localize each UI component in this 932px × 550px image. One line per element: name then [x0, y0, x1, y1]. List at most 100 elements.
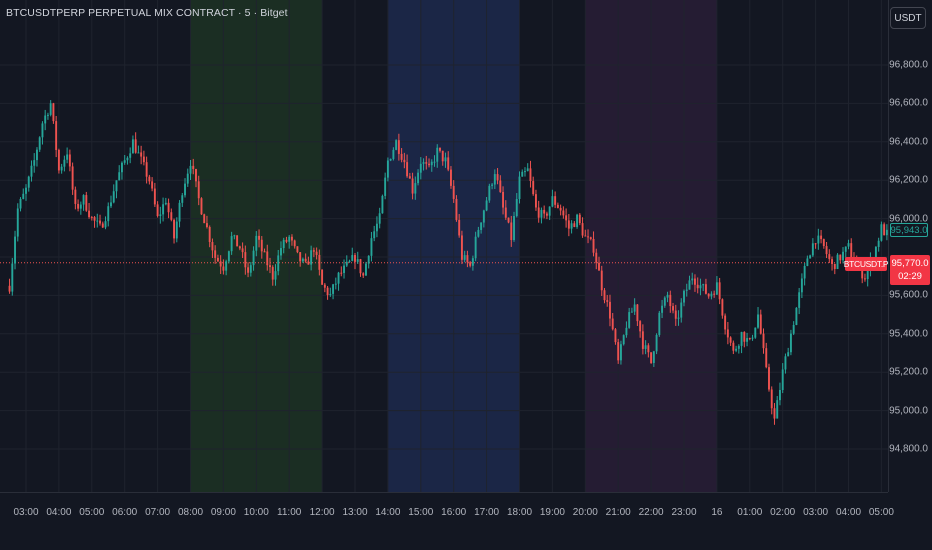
candle: [321, 269, 324, 286]
candle: [123, 155, 126, 165]
candle-body: [822, 239, 825, 247]
candle-body: [521, 171, 524, 177]
price-axis[interactable]: 96,800.0 96,600.0 96,400.0 96,200.0 96,000.0…: [888, 0, 932, 492]
candle: [406, 154, 409, 178]
candle: [598, 256, 600, 271]
reference-price-tag: 95,943.0: [890, 223, 928, 237]
candle: [606, 294, 609, 307]
candle-body: [573, 223, 576, 227]
time-tick-label: 19:00: [539, 507, 565, 518]
candle-body: [247, 267, 250, 273]
time-tick-label: 22:00: [638, 507, 664, 518]
candle-body: [532, 181, 535, 195]
candle: [14, 230, 16, 270]
candle-body: [707, 293, 710, 297]
candle: [721, 298, 724, 319]
candle-body: [726, 329, 729, 338]
candle: [373, 225, 376, 242]
candle: [502, 186, 505, 215]
candle: [101, 221, 104, 229]
candle-body: [400, 153, 403, 160]
candle-body: [378, 213, 381, 224]
candle-body: [885, 229, 888, 236]
candle-body: [482, 210, 485, 223]
candle-body: [236, 235, 239, 247]
candle: [524, 167, 526, 177]
candle: [770, 386, 773, 415]
candle: [310, 245, 313, 271]
candle-body: [809, 255, 812, 259]
candle: [699, 278, 702, 296]
candle: [99, 214, 101, 226]
candle: [581, 217, 584, 238]
candle-body: [356, 259, 359, 262]
time-axis[interactable]: 03:00 04:00 05:00 06:00 07:00 08:00 09:00 10:00…: [0, 492, 894, 550]
candle-body: [614, 329, 617, 343]
candle: [803, 262, 806, 286]
candle-body: [167, 202, 170, 213]
candle: [510, 215, 513, 247]
candle-body: [833, 263, 836, 269]
candle: [589, 236, 592, 241]
time-tick-label: 03:00: [803, 507, 829, 518]
price-tick-label: 96,200.0: [889, 174, 928, 186]
candle-body: [277, 255, 280, 272]
price-chart[interactable]: [0, 0, 888, 492]
candle: [85, 191, 88, 212]
candle: [359, 258, 362, 277]
candle: [694, 274, 696, 292]
candle-body: [847, 243, 850, 247]
candle-body: [178, 202, 181, 222]
candle-body: [839, 254, 842, 261]
bar-countdown: 02:29: [898, 271, 922, 282]
candle-body: [630, 311, 633, 313]
currency-button[interactable]: USDT: [890, 7, 926, 29]
candle-body: [60, 166, 63, 171]
candle: [397, 133, 400, 161]
candle-body: [502, 191, 505, 208]
candle: [93, 216, 96, 228]
candle-body: [828, 254, 831, 260]
candle-body: [663, 297, 666, 306]
candle-body: [205, 223, 208, 227]
candle: [795, 307, 798, 326]
candle: [159, 206, 162, 224]
candle: [817, 228, 820, 250]
candle-body: [524, 171, 526, 173]
candle-body: [800, 278, 803, 293]
candle-body: [447, 157, 450, 170]
candle-body: [99, 220, 101, 224]
candle: [787, 347, 790, 357]
candle-body: [386, 160, 389, 178]
candle-body: [836, 254, 839, 269]
candle: [488, 183, 491, 203]
candle: [724, 313, 727, 335]
candle-body: [806, 258, 809, 266]
candle-body: [162, 204, 165, 215]
candle-body: [340, 272, 343, 274]
candle-body: [556, 204, 559, 208]
chart-grid: [0, 0, 888, 492]
candle: [400, 148, 403, 163]
candle: [485, 196, 488, 212]
candle: [603, 288, 606, 304]
candle: [880, 221, 883, 242]
candle: [663, 296, 666, 308]
candle-body: [52, 103, 55, 122]
candle-body: [778, 390, 781, 401]
candle: [639, 320, 642, 338]
candle: [280, 241, 282, 260]
candle: [307, 256, 310, 265]
candle-body: [842, 251, 844, 261]
candle: [789, 329, 792, 356]
candle: [688, 275, 691, 290]
candle-body: [241, 248, 244, 253]
time-tick-label: 14:00: [375, 507, 401, 518]
candle: [332, 283, 335, 300]
candle-body: [312, 250, 315, 252]
candle: [318, 249, 321, 276]
candle-body: [685, 289, 688, 291]
candle: [460, 230, 463, 265]
candle: [474, 231, 477, 262]
candle: [395, 139, 398, 151]
